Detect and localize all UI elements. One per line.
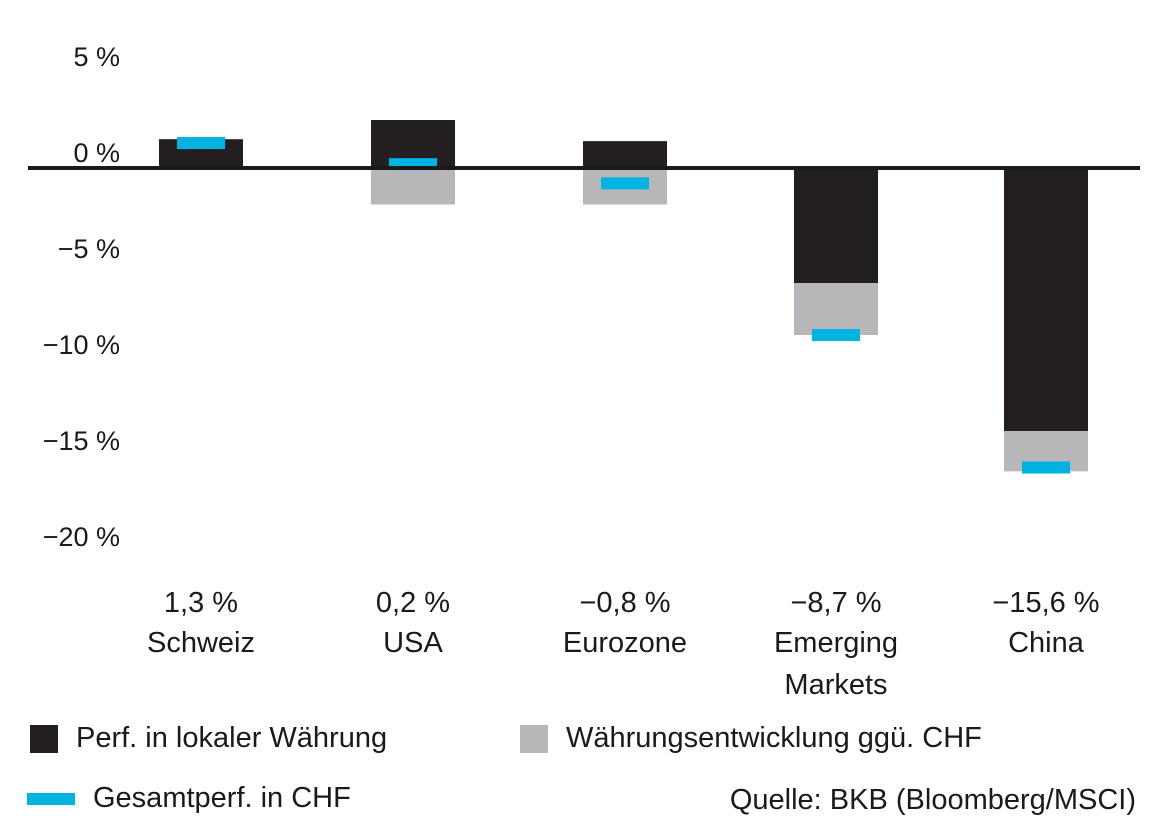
bar-local-currency [794, 168, 878, 284]
legend-local: Perf. in lokaler Währung [30, 722, 387, 755]
legend-label-currency: Währungsentwicklung ggü. CHF [566, 722, 982, 754]
data-label-total: −15,6 % [992, 587, 1099, 619]
source-note: Quelle: BKB (Bloomberg/MSCI) [729, 784, 1136, 816]
x-category-label: Emerging [774, 627, 898, 659]
data-label-total: −0,8 % [579, 587, 670, 619]
data-label-total: −8,7 % [790, 587, 881, 619]
y-tick-label: 0 % [73, 138, 120, 168]
y-tick-label: −5 % [58, 234, 120, 264]
y-tick-label: 5 % [73, 42, 120, 72]
legend-swatch-total [27, 792, 75, 805]
legend-label-total: Gesamtperf. in CHF [93, 782, 351, 814]
marker-total-chf [812, 329, 860, 342]
y-tick-label: −10 % [43, 330, 120, 360]
x-category-label: Schweiz [147, 627, 255, 659]
marker-total-chf [601, 177, 649, 190]
legend-swatch-currency [520, 724, 548, 753]
bar-local-currency [583, 141, 667, 168]
x-category-label: USA [383, 627, 443, 659]
data-label-total: 1,3 % [164, 587, 238, 619]
marker-total-chf [177, 137, 225, 150]
marker-total-chf [1022, 461, 1070, 474]
x-category-label: Markets [784, 669, 887, 701]
y-tick-label: −20 % [43, 522, 120, 552]
legend-total: Gesamtperf. in CHF [27, 782, 351, 815]
y-tick-label: −15 % [43, 426, 120, 456]
legend-label-local: Perf. in lokaler Währung [76, 722, 388, 754]
bar-currency-effect [794, 283, 878, 336]
legend-currency: Währungsentwicklung ggü. CHF [520, 722, 982, 755]
legend-swatch-local [30, 724, 58, 753]
bar-currency-effect [371, 168, 455, 205]
bar-local-currency [1004, 168, 1088, 432]
data-label-total: 0,2 % [376, 587, 450, 619]
x-category-label: China [1008, 627, 1085, 659]
x-category-label: Eurozone [563, 627, 687, 659]
